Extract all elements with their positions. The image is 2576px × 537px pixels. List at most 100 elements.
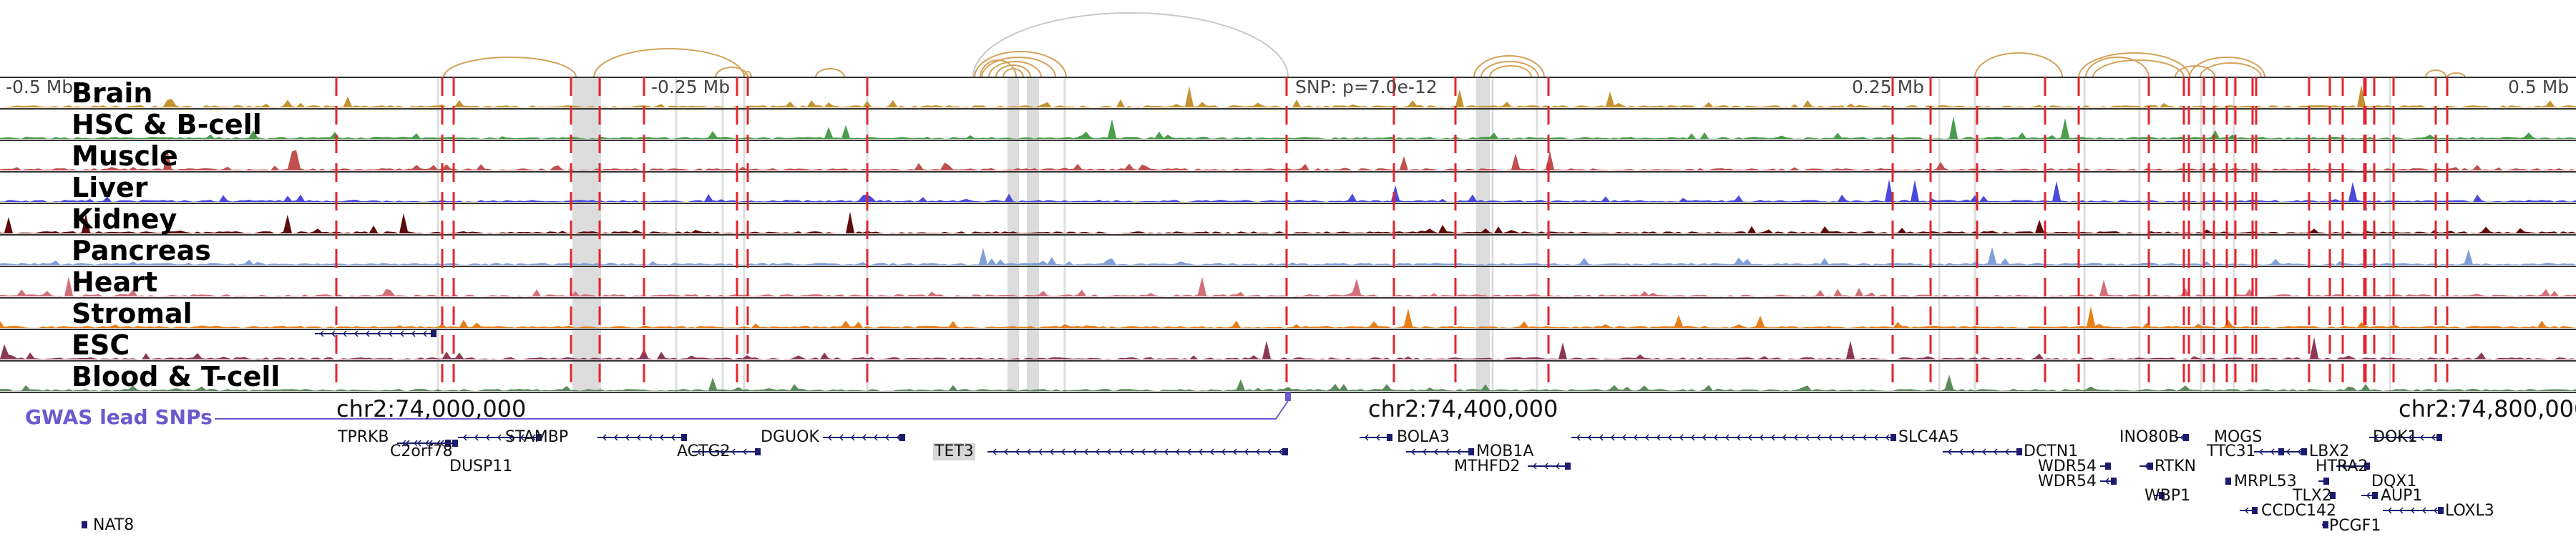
strand-arrow bbox=[1445, 448, 1450, 455]
track-label-liver: Liver bbox=[72, 172, 148, 203]
snp-pvalue-label: SNP: p=7.0e-12 bbox=[1295, 77, 1438, 97]
strand-arrow bbox=[1576, 434, 1581, 441]
strand-arrow bbox=[497, 434, 502, 441]
gene-exon bbox=[2364, 463, 2370, 470]
strand-arrow bbox=[1267, 448, 1272, 455]
strand-arrow bbox=[670, 434, 675, 441]
ld-arc bbox=[974, 51, 1067, 78]
strand-arrow bbox=[659, 434, 664, 441]
ld-arc bbox=[743, 71, 752, 78]
strand-arrow bbox=[2387, 507, 2392, 514]
gene-label: NAT8 bbox=[93, 516, 135, 534]
strand-arrow bbox=[1862, 434, 1867, 441]
strand-arrow bbox=[1724, 434, 1729, 441]
strand-arrow bbox=[862, 434, 867, 441]
strand-arrow bbox=[1610, 434, 1615, 441]
strand-arrow bbox=[850, 434, 855, 441]
strand-arrow bbox=[1433, 448, 1438, 455]
ld-arc bbox=[2189, 57, 2265, 78]
track-label-stromal: Stromal bbox=[72, 298, 192, 329]
strand-arrow bbox=[1198, 448, 1203, 455]
coordinate-74000000: chr2:74,000,000 bbox=[336, 395, 527, 422]
gene-label: RTKN bbox=[2155, 458, 2197, 475]
gene-label: AUP1 bbox=[2381, 487, 2423, 505]
strand-arrow bbox=[331, 330, 336, 337]
track-label-pancreas: Pancreas bbox=[72, 235, 211, 266]
strand-arrow bbox=[2180, 434, 2185, 441]
strand-arrow bbox=[992, 448, 997, 455]
gene-label: WDR54 bbox=[2038, 458, 2097, 475]
ld-arc bbox=[980, 59, 1017, 78]
gene-exon bbox=[2436, 434, 2442, 441]
gene-label: PCGF1 bbox=[2329, 517, 2381, 535]
strand-arrow bbox=[613, 434, 618, 441]
strand-arrow bbox=[1106, 448, 1111, 455]
strand-arrow bbox=[2431, 434, 2436, 441]
gene-label: C2orf78 bbox=[390, 442, 453, 460]
strand-arrow bbox=[474, 434, 479, 441]
strand-arrow bbox=[827, 434, 832, 441]
strand-arrow bbox=[1543, 463, 1548, 470]
signal-track bbox=[0, 337, 2576, 359]
strand-arrow bbox=[1970, 448, 1975, 455]
gene-label: CCDC142 bbox=[2261, 502, 2337, 520]
strand-arrow bbox=[1958, 448, 1963, 455]
scale-label-minus-quarter: -0.25 Mb bbox=[651, 77, 731, 97]
strand-arrow bbox=[1667, 434, 1672, 441]
strand-arrow bbox=[1026, 448, 1031, 455]
gene-label: TTC31 bbox=[2207, 442, 2256, 460]
signal-track bbox=[0, 246, 2576, 265]
scale-label-right: 0.5 Mb bbox=[2508, 77, 2570, 97]
track-label-heart: Heart bbox=[72, 266, 158, 298]
strand-arrow bbox=[1713, 434, 1718, 441]
strand-arrow bbox=[1015, 448, 1020, 455]
gene-exon bbox=[2372, 492, 2378, 499]
ld-arc bbox=[443, 57, 577, 78]
gene-exon bbox=[2225, 478, 2231, 485]
gene-label: INO80B bbox=[2119, 428, 2180, 446]
strand-arrow bbox=[416, 440, 421, 447]
strand-arrow bbox=[1633, 434, 1638, 441]
gene-exon bbox=[2147, 463, 2153, 470]
strand-arrow bbox=[1644, 434, 1649, 441]
gene-label-highlighted: TET3 bbox=[933, 442, 975, 460]
gene-label: STAMBP bbox=[505, 428, 569, 446]
strand-arrow bbox=[2352, 463, 2357, 470]
gene-exon bbox=[899, 434, 905, 441]
gene-label: MOB1A bbox=[1476, 442, 1534, 460]
track-label-esc: ESC bbox=[72, 329, 130, 361]
strand-arrow bbox=[2004, 448, 2009, 455]
strand-arrow bbox=[462, 434, 467, 441]
signal-track bbox=[0, 374, 2576, 391]
strand-arrow bbox=[1621, 434, 1626, 441]
track-label-hsc-bcell: HSC & B-cell bbox=[72, 109, 262, 140]
ld-arc bbox=[2175, 65, 2215, 78]
strand-arrow bbox=[2366, 492, 2371, 499]
gene-exon bbox=[1387, 434, 1392, 441]
strand-arrow bbox=[1793, 434, 1798, 441]
gene-exon bbox=[536, 434, 542, 441]
strand-arrow bbox=[531, 434, 536, 441]
strand-arrow bbox=[1049, 448, 1054, 455]
strand-arrow bbox=[1003, 448, 1008, 455]
gene-label: WBP1 bbox=[2145, 487, 2191, 505]
gene-label: MOGS bbox=[2214, 428, 2263, 446]
strand-arrow bbox=[1163, 448, 1169, 455]
strand-arrow bbox=[1422, 448, 1427, 455]
gene-label: SLC4A5 bbox=[1898, 428, 1959, 446]
gene-exon bbox=[2330, 492, 2336, 499]
gene-exon bbox=[2323, 521, 2328, 528]
track-label-muscle: Muscle bbox=[72, 140, 178, 172]
strand-arrow bbox=[719, 448, 724, 455]
ld-arc bbox=[815, 68, 845, 78]
lead-snp-arc bbox=[972, 12, 1289, 78]
strand-arrow bbox=[1656, 434, 1661, 441]
track-label-blood-tcell: Blood & T-cell bbox=[72, 361, 280, 392]
strand-arrow bbox=[742, 448, 747, 455]
strand-arrow bbox=[2433, 507, 2438, 514]
strand-arrow bbox=[1839, 434, 1844, 441]
gene-exon bbox=[1890, 434, 1896, 441]
strand-arrow bbox=[2341, 463, 2346, 470]
ld-arc bbox=[988, 61, 1042, 78]
